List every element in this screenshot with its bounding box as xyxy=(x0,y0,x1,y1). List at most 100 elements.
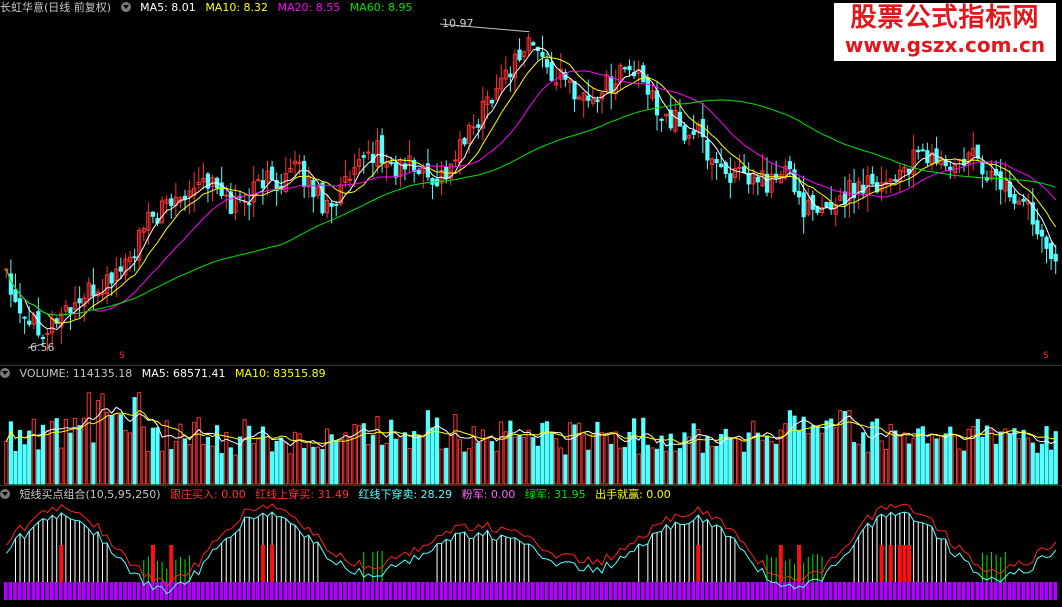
volume-bar-up xyxy=(558,447,563,485)
indicator-band xyxy=(402,582,407,600)
volume-bar-up xyxy=(1026,437,1031,485)
volume-bar-up xyxy=(192,421,197,485)
volume-bar-up xyxy=(164,420,169,485)
indicator-band xyxy=(58,582,63,600)
volume-bar-up xyxy=(952,435,957,485)
volume-bar-up xyxy=(146,451,151,485)
volume-bar-up xyxy=(971,425,976,485)
volume-bar-down xyxy=(563,454,568,485)
candle-down xyxy=(361,155,366,158)
indicator-band xyxy=(228,582,233,600)
candle-down xyxy=(13,289,18,302)
candle-down xyxy=(549,61,554,81)
volume-bar-down xyxy=(540,422,545,485)
indicator-band xyxy=(448,582,453,600)
volume-bar-up xyxy=(324,428,330,485)
price-volume-divider xyxy=(0,365,1062,366)
indicator-red-line xyxy=(5,503,1057,587)
candle-down xyxy=(434,178,440,187)
candle-up xyxy=(114,268,119,282)
indicator-band xyxy=(136,582,141,600)
dropdown-icon[interactable] xyxy=(0,368,10,378)
volume-bar-up xyxy=(751,420,756,485)
price-header: 长虹华意(日线 前复权) MA5: 8.01 MA10: 8.32 MA20: … xyxy=(0,1,418,15)
candle-down xyxy=(517,49,522,61)
volume-bar-up xyxy=(343,432,348,485)
indicator-band xyxy=(893,582,897,600)
indicator-band xyxy=(828,582,833,600)
volume-bar-down xyxy=(810,425,815,485)
indicator-band xyxy=(375,582,379,600)
candle-up xyxy=(819,207,825,214)
indicator-band xyxy=(718,582,723,600)
candle-up xyxy=(375,140,380,167)
candle-down xyxy=(393,162,398,178)
indicator-band xyxy=(388,582,393,600)
indicator-band xyxy=(980,582,984,600)
indicator-band xyxy=(911,582,916,600)
volume-ma5-label: MA5: 68571.41 xyxy=(141,367,226,380)
indicator-band xyxy=(636,582,641,600)
indicator-band xyxy=(902,582,906,600)
dropdown-icon[interactable] xyxy=(0,489,10,499)
indicator-band xyxy=(576,582,581,600)
candle-up xyxy=(324,200,330,214)
indicator-band xyxy=(563,582,567,600)
indicator-band xyxy=(72,582,77,600)
volume-bar-down xyxy=(389,419,394,485)
volume-bar-up xyxy=(384,442,389,485)
volume-bar-down xyxy=(700,452,705,485)
volume-bar-down xyxy=(329,434,334,485)
ma20-line xyxy=(5,70,1057,316)
indicator-band xyxy=(292,582,297,600)
candle-up xyxy=(929,152,935,166)
indicator-red-spike xyxy=(59,545,64,582)
indicator-band xyxy=(434,582,439,600)
candle-up xyxy=(467,125,472,144)
indicator-band xyxy=(746,582,751,600)
indicator-band xyxy=(728,582,732,600)
volume-bar-up xyxy=(141,426,146,485)
volume-bar-up xyxy=(233,454,238,485)
volume-bar-down xyxy=(544,421,550,485)
candle-down xyxy=(40,337,46,340)
candle-down xyxy=(975,144,980,159)
volume-bar-up xyxy=(522,436,527,485)
volume-bar-down xyxy=(824,420,829,485)
indicator-band xyxy=(113,582,118,600)
volume-bar-down xyxy=(40,424,46,485)
indicator-band xyxy=(540,582,544,600)
volume-bar-down xyxy=(334,440,339,485)
indicator-band xyxy=(888,582,893,600)
indicator-band xyxy=(265,582,269,600)
candle-down xyxy=(1035,220,1040,235)
candle-up xyxy=(421,168,426,174)
candle-down xyxy=(1030,202,1035,225)
volume-bar-down xyxy=(535,445,540,485)
indicator-band xyxy=(970,582,975,600)
volume-bar-down xyxy=(641,417,646,485)
volume-bar-down xyxy=(719,434,724,485)
stock-title[interactable]: 长虹华意(日线 前复权) xyxy=(0,1,112,14)
dropdown-icon[interactable] xyxy=(120,2,131,12)
candle-up xyxy=(251,181,256,203)
candle-down xyxy=(311,179,316,198)
indicator-band xyxy=(599,582,604,600)
candle-up xyxy=(105,274,110,295)
indicator-band xyxy=(471,582,476,600)
indicator-band xyxy=(682,582,686,600)
volume-bar-down xyxy=(22,444,27,485)
volume-bar-down xyxy=(150,427,156,485)
candle-down xyxy=(572,80,577,100)
indicator-band xyxy=(86,582,91,600)
volume-bar-down xyxy=(155,427,160,485)
volume-bar-up xyxy=(618,447,623,485)
indicator-band xyxy=(347,582,352,600)
volume-bar-up xyxy=(819,432,825,485)
candle-down xyxy=(247,203,252,206)
candle-down xyxy=(150,211,156,217)
volume-bar-up xyxy=(650,447,655,485)
indicator-band xyxy=(123,582,127,600)
